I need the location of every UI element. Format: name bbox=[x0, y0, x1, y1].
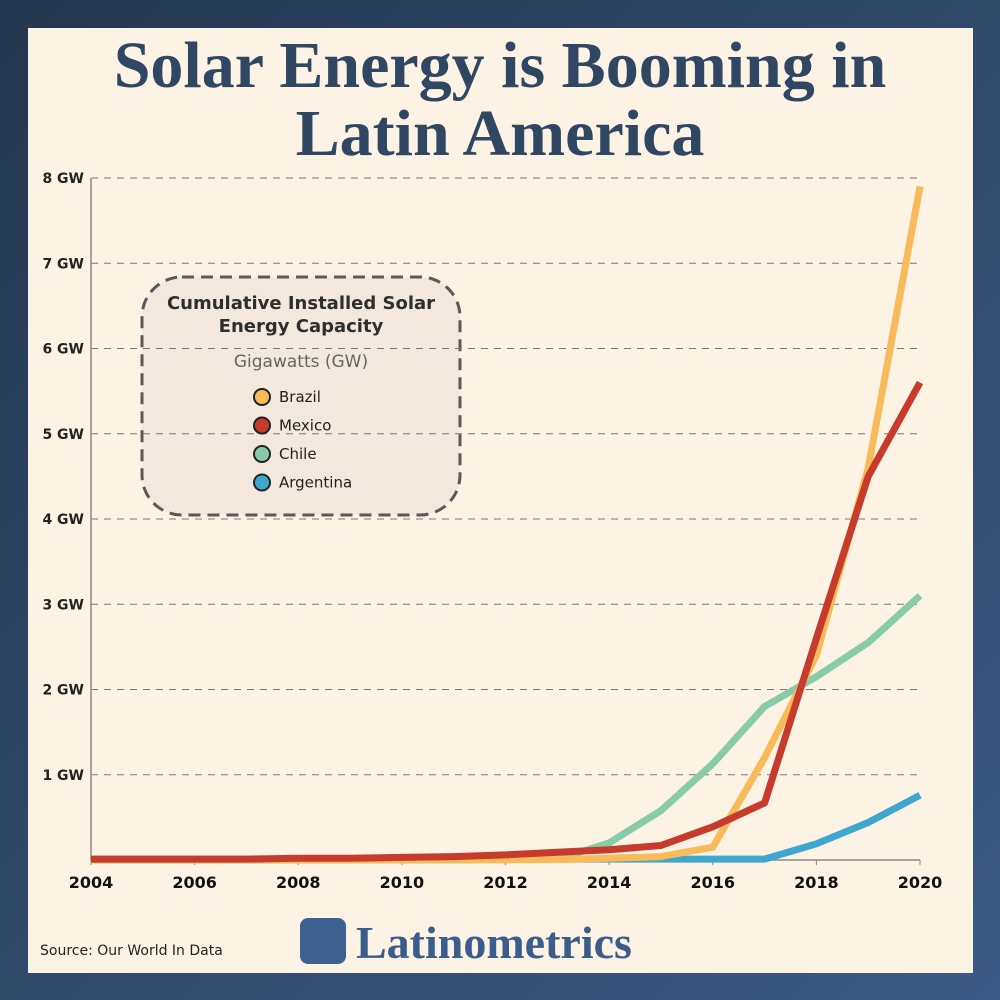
legend-label: Chile bbox=[279, 445, 317, 463]
x-tick-label: 2016 bbox=[690, 873, 735, 892]
y-tick-label: 6 GW bbox=[42, 342, 84, 358]
legend-box bbox=[140, 275, 462, 517]
logo-icon bbox=[300, 918, 346, 964]
y-tick-label: 8 GW bbox=[42, 171, 84, 187]
legend-label: Brazil bbox=[279, 388, 321, 406]
x-tick-label: 2020 bbox=[898, 873, 943, 892]
legend-swatch bbox=[253, 473, 271, 492]
x-tick-label: 2012 bbox=[483, 873, 528, 892]
legend-subtitle: Gigawatts (GW) bbox=[234, 352, 368, 372]
source: Source: Our World In Data bbox=[40, 943, 223, 959]
chart-title: Solar Energy is Booming in Latin America bbox=[113, 29, 887, 170]
x-tick-label: 2008 bbox=[276, 873, 321, 892]
legend-label: Mexico bbox=[279, 417, 331, 435]
x-tick-label: 2006 bbox=[172, 873, 217, 892]
legend-swatch bbox=[253, 416, 271, 435]
legend-swatch bbox=[253, 445, 271, 463]
y-tick-label: 7 GW bbox=[42, 256, 84, 272]
x-tick-label: 2004 bbox=[69, 873, 114, 892]
y-tick-label: 4 GW bbox=[42, 512, 84, 528]
x-tick-label: 2014 bbox=[587, 873, 632, 892]
legend-swatch bbox=[253, 388, 271, 406]
series-line bbox=[91, 792, 922, 864]
x-tick-label: 2018 bbox=[794, 873, 839, 892]
y-tick-label: 3 GW bbox=[42, 597, 84, 613]
legend-title: Cumulative Installed Solar Energy Capacit… bbox=[167, 293, 435, 337]
legend-label: Argentina bbox=[279, 474, 352, 492]
y-tick-label: 1 GW bbox=[42, 768, 84, 784]
y-tick-label: 2 GW bbox=[42, 683, 84, 699]
series-line bbox=[91, 593, 923, 864]
logo-text: Latinometrics bbox=[356, 917, 632, 968]
y-tick-label: 5 GW bbox=[42, 427, 84, 443]
x-tick-label: 2010 bbox=[380, 873, 425, 892]
series-line bbox=[91, 380, 924, 863]
